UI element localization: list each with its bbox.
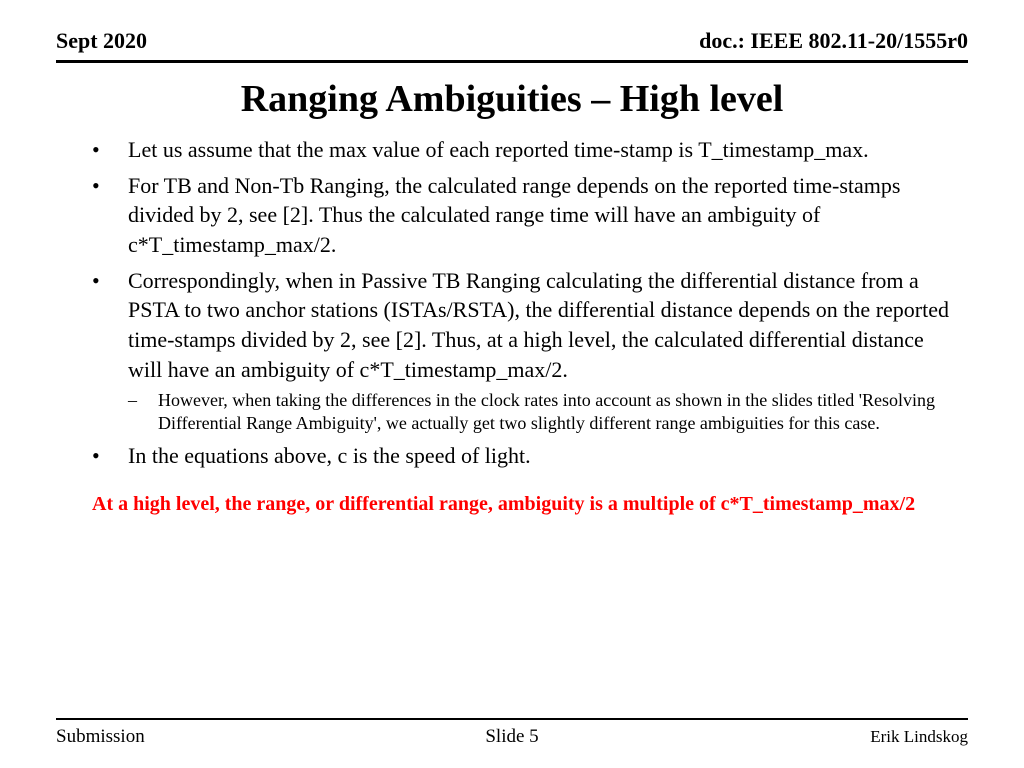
bullet-item: Correspondingly, when in Passive TB Rang… [92,266,958,436]
bullet-item: In the equations above, c is the speed o… [92,441,958,471]
header-doc-id: doc.: IEEE 802.11-20/1555r0 [699,28,968,54]
footer-center: Slide 5 [485,726,538,748]
callout-text: At a high level, the range, or different… [92,493,958,516]
bullet-item: Let us assume that the max value of each… [92,135,958,165]
sub-bullet-text: However, when taking the differences in … [158,390,935,433]
bullet-item: For TB and Non-Tb Ranging, the calculate… [92,171,958,260]
bullet-text: Correspondingly, when in Passive TB Rang… [128,268,949,382]
footer-rule [56,718,968,720]
header: Sept 2020 doc.: IEEE 802.11-20/1555r0 [56,28,968,58]
bullet-text: Let us assume that the max value of each… [128,137,869,162]
slide-title: Ranging Ambiguities – High level [56,77,968,121]
bullet-text: In the equations above, c is the speed o… [128,443,531,468]
sub-bullet-item: However, when taking the differences in … [128,389,958,436]
header-rule [56,60,968,63]
footer: Submission Slide 5 Erik Lindskog [56,718,968,748]
bullet-list: Let us assume that the max value of each… [92,135,958,471]
footer-right: Erik Lindskog [870,727,968,747]
footer-left: Submission [56,726,145,748]
slide-body: Let us assume that the max value of each… [56,135,968,718]
header-date: Sept 2020 [56,28,147,54]
bullet-text: For TB and Non-Tb Ranging, the calculate… [128,173,900,257]
sub-bullet-list: However, when taking the differences in … [128,389,958,436]
